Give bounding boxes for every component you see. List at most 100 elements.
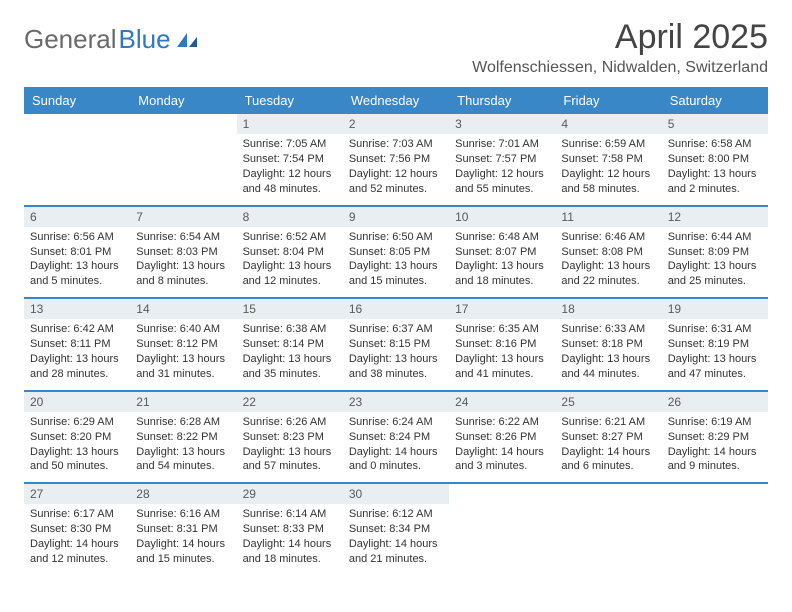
calendar: SundayMondayTuesdayWednesdayThursdayFrid… bbox=[24, 87, 768, 575]
calendar-body: 1Sunrise: 7:05 AMSunset: 7:54 PMDaylight… bbox=[24, 114, 768, 575]
sunset-text: Sunset: 7:58 PM bbox=[561, 152, 655, 167]
calendar-day-cell: 4 Sunrise: 6:59 AMSunset: 7:58 PMDaylight… bbox=[555, 114, 661, 205]
calendar-day-cell: 30Sunrise: 6:12 AMSunset: 8:34 PMDayligh… bbox=[343, 484, 449, 575]
sunset-text: Sunset: 8:16 PM bbox=[455, 337, 549, 352]
sunset-text: Sunset: 8:01 PM bbox=[30, 245, 124, 260]
daylight-text: Daylight: 13 hours and 44 minutes. bbox=[561, 352, 655, 382]
sunset-text: Sunset: 7:57 PM bbox=[455, 152, 549, 167]
daylight-text: Daylight: 12 hours and 55 minutes. bbox=[455, 167, 549, 197]
calendar-day-cell: 26Sunrise: 6:19 AMSunset: 8:29 PMDayligh… bbox=[662, 392, 768, 483]
calendar-day-cell: 25Sunrise: 6:21 AMSunset: 8:27 PMDayligh… bbox=[555, 392, 661, 483]
day-number: 18 bbox=[555, 299, 661, 319]
day-header: Wednesday bbox=[343, 87, 449, 114]
calendar-day-cell: 29Sunrise: 6:14 AMSunset: 8:33 PMDayligh… bbox=[237, 484, 343, 575]
sunrise-text: Sunrise: 6:42 AM bbox=[30, 322, 124, 337]
daylight-text: Daylight: 12 hours and 58 minutes. bbox=[561, 167, 655, 197]
calendar-day-cell: 2Sunrise: 7:03 AMSunset: 7:56 PMDaylight… bbox=[343, 114, 449, 205]
sunset-text: Sunset: 8:00 PM bbox=[668, 152, 762, 167]
location: Wolfenschiessen, Nidwalden, Switzerland bbox=[472, 59, 768, 77]
day-number: 29 bbox=[237, 484, 343, 504]
daylight-text: Daylight: 14 hours and 21 minutes. bbox=[349, 537, 443, 567]
day-number: 27 bbox=[24, 484, 130, 504]
daylight-text: Daylight: 13 hours and 57 minutes. bbox=[243, 445, 337, 475]
day-number: 4 bbox=[555, 114, 661, 134]
calendar-day-cell: 3Sunrise: 7:01 AMSunset: 7:57 PMDaylight… bbox=[449, 114, 555, 205]
calendar-day-cell bbox=[130, 114, 236, 205]
day-number: 14 bbox=[130, 299, 236, 319]
sunset-text: Sunset: 8:34 PM bbox=[349, 522, 443, 537]
day-number: 26 bbox=[662, 392, 768, 412]
calendar-day-cell: 17Sunrise: 6:35 AMSunset: 8:16 PMDayligh… bbox=[449, 299, 555, 390]
day-header: Thursday bbox=[449, 87, 555, 114]
sunrise-text: Sunrise: 6:56 AM bbox=[30, 230, 124, 245]
day-number: 1 bbox=[237, 114, 343, 134]
sunrise-text: Sunrise: 6:58 AM bbox=[668, 137, 762, 152]
day-number: 2 bbox=[343, 114, 449, 134]
sunrise-text: Sunrise: 6:16 AM bbox=[136, 507, 230, 522]
sunset-text: Sunset: 7:54 PM bbox=[243, 152, 337, 167]
daylight-text: Daylight: 14 hours and 18 minutes. bbox=[243, 537, 337, 567]
calendar-day-cell bbox=[555, 484, 661, 575]
sunrise-text: Sunrise: 6:22 AM bbox=[455, 415, 549, 430]
header: GeneralBlue April 2025 Wolfenschiessen, … bbox=[24, 18, 768, 77]
calendar-day-cell: 16Sunrise: 6:37 AMSunset: 8:15 PMDayligh… bbox=[343, 299, 449, 390]
calendar-day-cell: 22Sunrise: 6:26 AMSunset: 8:23 PMDayligh… bbox=[237, 392, 343, 483]
daylight-text: Daylight: 13 hours and 54 minutes. bbox=[136, 445, 230, 475]
calendar-week-row: 13 Sunrise: 6:42 AMSunset: 8:11 PM Dayligh… bbox=[24, 299, 768, 392]
calendar-week-row: 1Sunrise: 7:05 AMSunset: 7:54 PMDaylight… bbox=[24, 114, 768, 207]
day-header: Sunday bbox=[24, 87, 130, 114]
sunrise-text: Sunrise: 6:19 AM bbox=[668, 415, 762, 430]
sunset-text: Sunset: 8:08 PM bbox=[561, 245, 655, 260]
daylight-text: Daylight: 14 hours and 6 minutes. bbox=[561, 445, 655, 475]
daylight-text: Daylight: 13 hours and 41 minutes. bbox=[455, 352, 549, 382]
sunrise-text: Sunrise: 6:21 AM bbox=[561, 415, 655, 430]
daylight-text: Daylight: 14 hours and 15 minutes. bbox=[136, 537, 230, 567]
calendar-day-cell: 7Sunrise: 6:54 AMSunset: 8:03 PMDaylight… bbox=[130, 207, 236, 298]
daylight-text: Daylight: 13 hours and 8 minutes. bbox=[136, 259, 230, 289]
sunrise-text: Sunrise: 6:59 AM bbox=[561, 137, 655, 152]
sunrise-text: Sunrise: 6:50 AM bbox=[349, 230, 443, 245]
daylight-text: Daylight: 13 hours and 35 minutes. bbox=[243, 352, 337, 382]
sunset-text: Sunset: 8:18 PM bbox=[561, 337, 655, 352]
day-header: Monday bbox=[130, 87, 236, 114]
day-number: 16 bbox=[343, 299, 449, 319]
sunrise-text: Sunrise: 6:12 AM bbox=[349, 507, 443, 522]
calendar-day-cell bbox=[662, 484, 768, 575]
sunrise-text: Sunrise: 6:44 AM bbox=[668, 230, 762, 245]
calendar-day-cell: 11Sunrise: 6:46 AMSunset: 8:08 PMDayligh… bbox=[555, 207, 661, 298]
calendar-header-row: SundayMondayTuesdayWednesdayThursdayFrid… bbox=[24, 87, 768, 114]
day-header: Saturday bbox=[662, 87, 768, 114]
sunset-text: Sunset: 8:04 PM bbox=[243, 245, 337, 260]
sunrise-text: Sunrise: 6:35 AM bbox=[455, 322, 549, 337]
sunrise-text: Sunrise: 6:29 AM bbox=[30, 415, 124, 430]
calendar-day-cell: 27Sunrise: 6:17 AMSunset: 8:30 PMDayligh… bbox=[24, 484, 130, 575]
day-header: Tuesday bbox=[237, 87, 343, 114]
sunrise-text: Sunrise: 6:31 AM bbox=[668, 322, 762, 337]
sunset-text: Sunset: 8:11 PM bbox=[30, 337, 124, 352]
sunrise-text: Sunrise: 6:54 AM bbox=[136, 230, 230, 245]
calendar-day-cell bbox=[449, 484, 555, 575]
daylight-text: Daylight: 13 hours and 50 minutes. bbox=[30, 445, 124, 475]
logo-sail-icon bbox=[175, 31, 199, 49]
calendar-week-row: 6Sunrise: 6:56 AMSunset: 8:01 PMDaylight… bbox=[24, 207, 768, 300]
day-number: 13 bbox=[24, 299, 130, 319]
daylight-text: Daylight: 14 hours and 3 minutes. bbox=[455, 445, 549, 475]
calendar-day-cell: 10Sunrise: 6:48 AMSunset: 8:07 PMDayligh… bbox=[449, 207, 555, 298]
sunrise-text: Sunrise: 6:37 AM bbox=[349, 322, 443, 337]
calendar-day-cell: 12Sunrise: 6:44 AMSunset: 8:09 PMDayligh… bbox=[662, 207, 768, 298]
calendar-day-cell: 13Sunrise: 6:42 AMSunset: 8:11 PMDayligh… bbox=[24, 299, 130, 390]
daylight-text: Daylight: 13 hours and 25 minutes. bbox=[668, 259, 762, 289]
daylight-text: Daylight: 14 hours and 0 minutes. bbox=[349, 445, 443, 475]
day-number: 7 bbox=[130, 207, 236, 227]
sunset-text: Sunset: 8:14 PM bbox=[243, 337, 337, 352]
sunrise-text: Sunrise: 6:14 AM bbox=[243, 507, 337, 522]
sunrise-text: Sunrise: 6:40 AM bbox=[136, 322, 230, 337]
title-block: April 2025 Wolfenschiessen, Nidwalden, S… bbox=[472, 18, 768, 77]
day-number: 21 bbox=[130, 392, 236, 412]
sunset-text: Sunset: 8:30 PM bbox=[30, 522, 124, 537]
daylight-text: Daylight: 13 hours and 18 minutes. bbox=[455, 259, 549, 289]
logo-text-blue: Blue bbox=[119, 24, 171, 55]
sunrise-text: Sunrise: 6:26 AM bbox=[243, 415, 337, 430]
calendar-day-cell bbox=[24, 114, 130, 205]
day-number: 19 bbox=[662, 299, 768, 319]
